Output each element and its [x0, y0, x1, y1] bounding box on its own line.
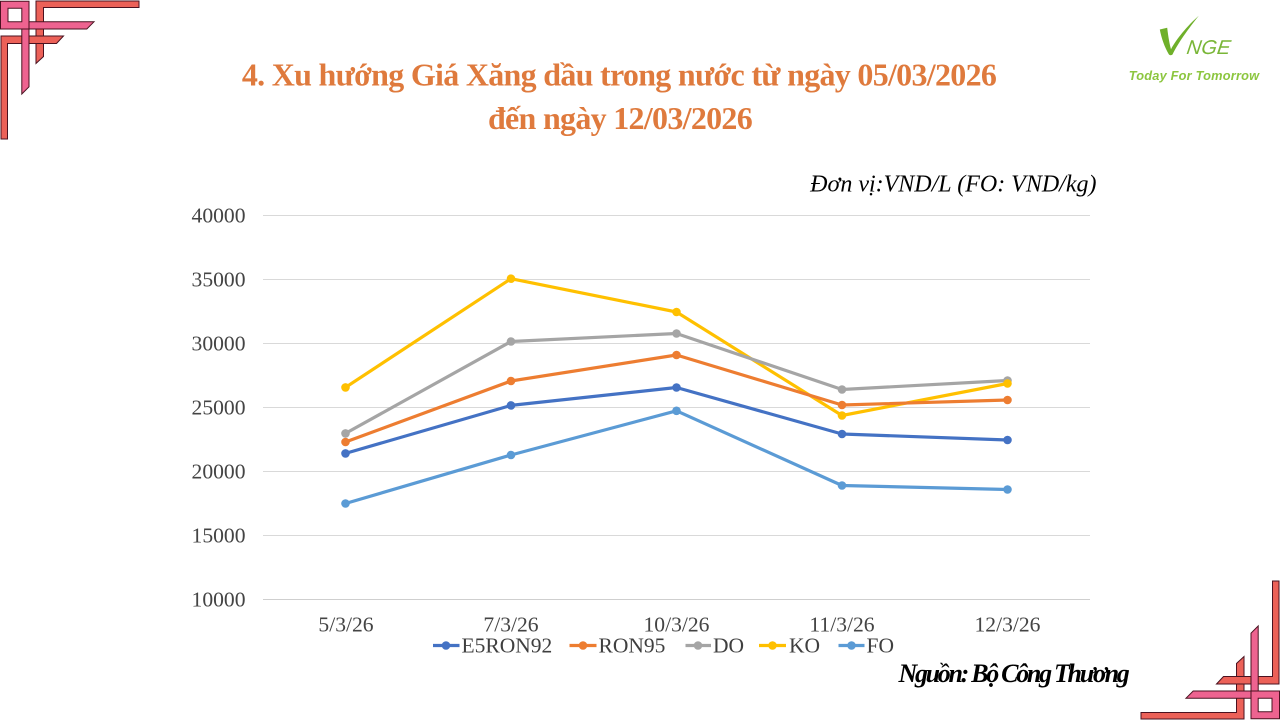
svg-text:5/3/26: 5/3/26	[318, 613, 373, 637]
svg-text:4. Xu hướng Giá Xăng dầu trong: 4. Xu hướng Giá Xăng dầu trong nước từ n…	[242, 57, 997, 93]
svg-text:Nguồn: Bộ Công Thương: Nguồn: Bộ Công Thương	[897, 659, 1129, 688]
svg-text:10000: 10000	[192, 588, 246, 612]
svg-text:DO: DO	[713, 634, 744, 658]
svg-text:E5RON92: E5RON92	[462, 634, 553, 658]
svg-text:đến ngày 12/03/2026: đến ngày 12/03/2026	[488, 100, 753, 136]
svg-text:10/3/26: 10/3/26	[644, 613, 710, 637]
svg-text:35000: 35000	[192, 268, 246, 292]
svg-text:40000: 40000	[192, 204, 246, 228]
svg-text:15000: 15000	[192, 524, 246, 548]
svg-text:FO: FO	[867, 634, 894, 658]
svg-text:NGE: NGE	[1185, 37, 1232, 59]
svg-text:RON95: RON95	[599, 634, 666, 658]
svg-text:30000: 30000	[192, 332, 246, 356]
svg-text:Today For Tomorrow: Today For Tomorrow	[1129, 68, 1260, 83]
svg-text:7/3/26: 7/3/26	[483, 613, 538, 637]
svg-text:KO: KO	[789, 634, 820, 658]
svg-text:25000: 25000	[192, 396, 246, 420]
svg-text:Đơn vị:VND/L (FO: VND/kg): Đơn vị:VND/L (FO: VND/kg)	[809, 171, 1096, 197]
svg-text:20000: 20000	[192, 460, 246, 484]
svg-text:12/3/26: 12/3/26	[975, 613, 1041, 637]
svg-text:11/3/26: 11/3/26	[809, 613, 874, 637]
